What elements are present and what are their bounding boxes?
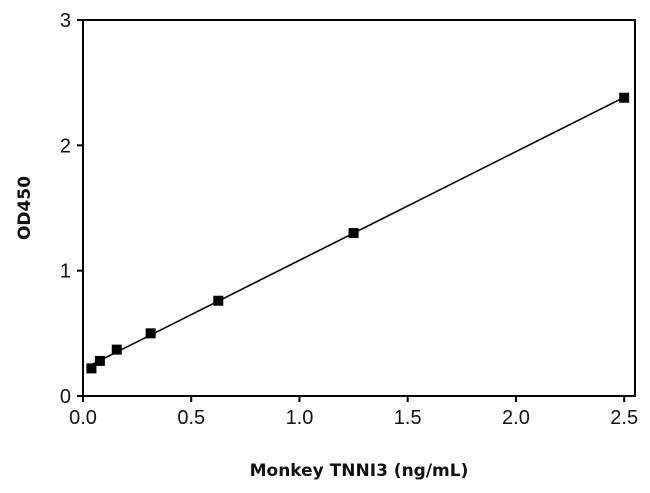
data-point (348, 228, 359, 239)
y-axis-title: OD450 (15, 176, 35, 240)
data-point (111, 344, 122, 355)
y-tick-label: 1 (60, 261, 71, 283)
data-point (213, 295, 224, 306)
data-point (94, 355, 105, 366)
x-tick-label: 2.0 (502, 407, 530, 429)
plot-frame (82, 19, 636, 397)
x-tick-label: 1.5 (394, 407, 422, 429)
x-tick-label: 1.0 (286, 407, 314, 429)
data-point (86, 363, 97, 374)
y-tick-label: 3 (60, 10, 71, 32)
x-axis-title: Monkey TNNI3 (ng/mL) (250, 461, 469, 481)
data-point (619, 92, 630, 103)
y-axis-ticks: 0 1 2 3 (60, 10, 83, 408)
x-tick-label: 2.5 (610, 407, 638, 429)
x-axis-ticks: 0.0 0.5 1.0 1.5 2.0 2.5 (69, 396, 638, 429)
x-tick-label: 0.5 (177, 407, 205, 429)
y-tick-label: 2 (60, 135, 71, 157)
x-tick-label: 0.0 (69, 407, 97, 429)
y-tick-label: 0 (60, 386, 71, 408)
data-points (86, 92, 630, 374)
data-point (145, 328, 156, 339)
